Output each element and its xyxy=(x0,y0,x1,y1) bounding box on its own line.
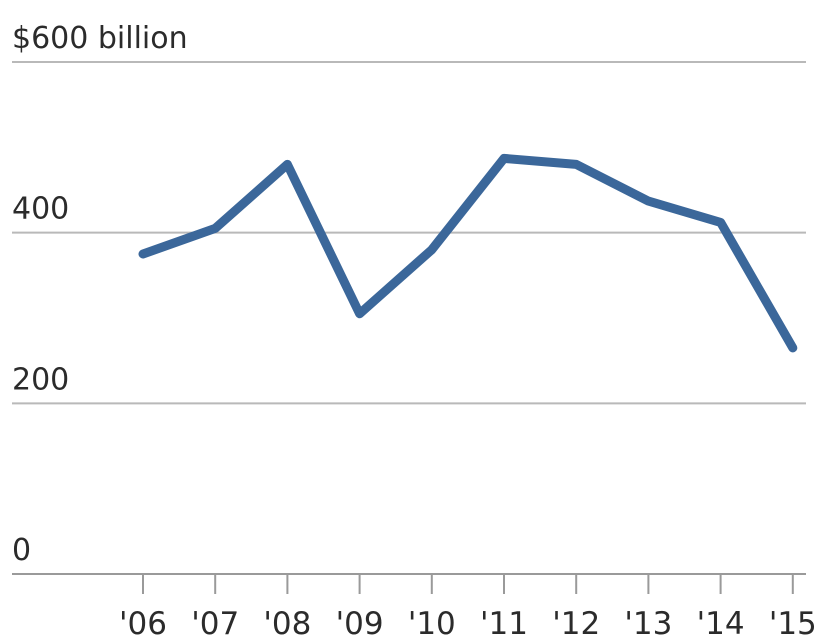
x-tick-label-7: '13 xyxy=(624,606,672,638)
x-tick-label-8: '14 xyxy=(697,606,745,638)
x-ticks xyxy=(142,574,794,594)
x-tick-label-3: '09 xyxy=(336,606,384,638)
x-tick-label-9: '15 xyxy=(769,606,817,638)
gridlines xyxy=(12,61,806,575)
y-tick-label-0: 0 xyxy=(12,533,31,568)
y-tick-label-600: $600 billion xyxy=(12,21,188,56)
x-tick-label-0: '06 xyxy=(119,606,167,638)
x-tick-label-4: '10 xyxy=(408,606,456,638)
y-tick-label-400: 400 xyxy=(12,192,69,227)
series-line-0 xyxy=(138,153,798,353)
y-tick-label-200: 200 xyxy=(12,362,69,397)
y-tick-labels: 0 200 400 $600 billion xyxy=(12,21,188,568)
x-tick-label-6: '12 xyxy=(552,606,600,638)
x-tick-label-1: '07 xyxy=(191,606,239,638)
x-tick-label-5: '11 xyxy=(480,606,528,638)
x-tick-label-2: '08 xyxy=(263,606,311,638)
series-layer xyxy=(138,153,798,353)
x-tick-labels: '06 '07 '08 '09 '10 '11 '12 '13 '14 '15 xyxy=(119,606,817,638)
